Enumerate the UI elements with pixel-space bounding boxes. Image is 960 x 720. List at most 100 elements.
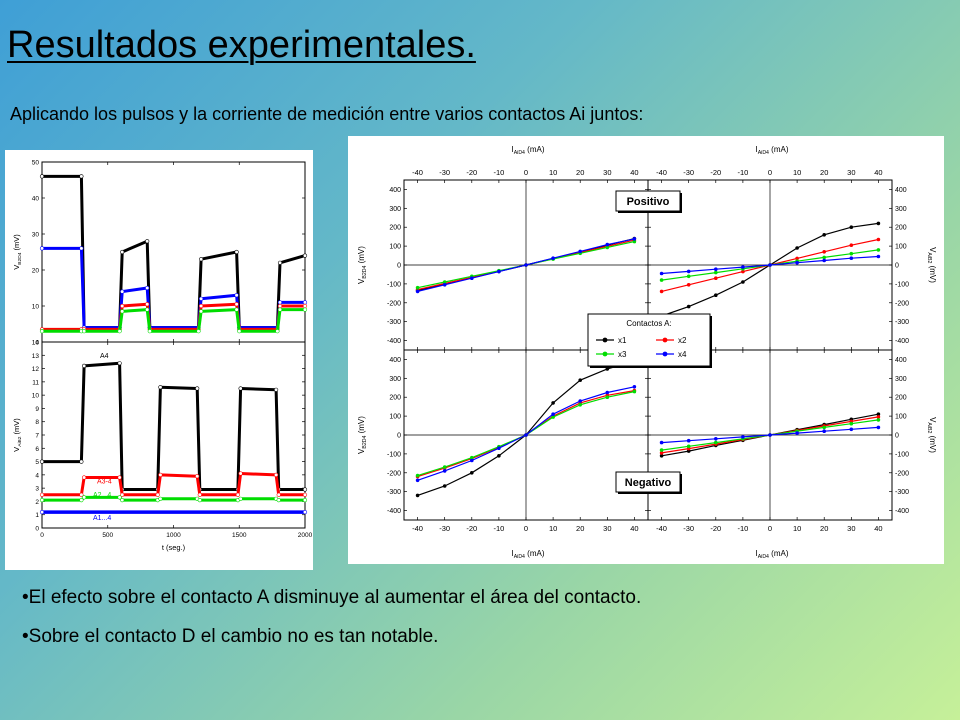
legend-marker-x1: [602, 337, 608, 343]
x-tick-label: -30: [683, 168, 694, 177]
data-point: [578, 403, 582, 407]
data-point: [274, 472, 279, 478]
data-point: [277, 303, 283, 309]
data-point: [415, 285, 420, 290]
x-tick-label: -40: [412, 168, 423, 177]
y-tick-label: -400: [895, 508, 909, 515]
data-point: [497, 454, 501, 458]
legend-entry-label: x4: [678, 350, 687, 359]
data-point: [145, 285, 150, 291]
data-point: [145, 307, 150, 312]
y-tick-label: 0: [895, 263, 899, 270]
x-axis-label-top-right: IAiD4 (mA): [755, 145, 788, 156]
x-tick-label: 30: [847, 524, 855, 533]
data-point: [659, 278, 664, 282]
y-tick-label: 2: [35, 499, 39, 506]
x-tick-label: -10: [737, 524, 748, 533]
data-point: [199, 309, 204, 314]
data-point: [234, 302, 239, 307]
y-tick-label: -200: [387, 470, 401, 477]
slide-subtitle: Aplicando los pulsos y la corriente de m…: [10, 104, 644, 124]
data-point: [876, 237, 881, 242]
y-tick-label: 6: [35, 446, 39, 453]
data-point: [120, 498, 125, 503]
data-point: [605, 395, 610, 400]
negative-label-text: Negativo: [625, 477, 672, 489]
data-point: [415, 289, 420, 294]
data-point: [876, 254, 881, 259]
x-tick-label: -20: [710, 168, 721, 177]
data-point: [714, 267, 718, 271]
legend-marker-x4: [662, 351, 668, 357]
y-axis-label-bottom-right: VAiB2 (mV): [926, 417, 937, 453]
data-point: [147, 329, 152, 334]
data-point: [302, 492, 308, 497]
data-point: [686, 438, 691, 443]
data-point: [302, 300, 308, 305]
data-point: [199, 296, 204, 301]
y-tick-label: 8: [35, 419, 39, 426]
y-tick-label: 5: [35, 459, 39, 466]
y-tick-label: 0: [397, 263, 401, 270]
x-tick-label: -40: [412, 524, 423, 533]
data-point: [659, 454, 664, 458]
data-point: [277, 260, 283, 265]
y-tick-label: 400: [895, 187, 907, 194]
bullet-item: Sobre el contacto D el cambio no es tan …: [22, 626, 641, 648]
data-point: [632, 385, 637, 389]
y-tick-label: 0: [35, 526, 39, 533]
y-tick-label: 10: [32, 304, 40, 311]
data-point: [795, 260, 799, 265]
data-point: [199, 257, 204, 262]
data-point: [605, 242, 610, 247]
data-point: [470, 458, 474, 463]
y-tick-label: 300: [895, 206, 907, 213]
y-tick-label: 300: [389, 376, 401, 383]
data-point: [605, 245, 610, 250]
data-point: [155, 492, 160, 497]
data-point: [714, 440, 718, 445]
x-tick-label: 2000: [298, 532, 313, 539]
legend-entry-label: x1: [618, 336, 627, 345]
data-point: [876, 412, 881, 417]
bullet-item: El efecto sobre el contacto A disminuye …: [22, 587, 642, 609]
data-point: [497, 269, 501, 274]
x-axis-label-bottom-right: IAiD4 (mA): [755, 549, 788, 560]
data-point: [415, 478, 420, 483]
data-point: [117, 475, 122, 480]
x-tick-label: -40: [656, 168, 667, 177]
x-tick-label: 1000: [166, 532, 181, 539]
y-tick-label: -100: [895, 451, 909, 458]
y-tick-label: 200: [389, 225, 401, 232]
data-point: [795, 246, 799, 250]
data-point: [686, 449, 691, 453]
data-point: [822, 429, 826, 434]
x-tick-label: -20: [466, 524, 477, 533]
data-point: [275, 329, 280, 334]
y-tick-label: -400: [895, 338, 909, 345]
data-point: [659, 440, 664, 445]
x-tick-label: -30: [439, 168, 450, 177]
y-tick-label: -200: [895, 300, 909, 307]
y-tick-label: 10: [32, 393, 40, 400]
data-point: [470, 455, 474, 460]
y-tick-label: 400: [895, 357, 907, 364]
legend-entry-label: x2: [678, 336, 687, 345]
y-tick-label: 4: [35, 472, 39, 479]
data-point: [158, 472, 163, 478]
data-point: [822, 255, 826, 260]
y-tick-label: -100: [895, 281, 909, 288]
data-point: [686, 304, 691, 309]
positive-label-box: [615, 190, 681, 212]
data-point: [714, 437, 718, 441]
data-point: [117, 495, 122, 500]
data-point: [276, 498, 281, 503]
y-tick-label: 14: [32, 340, 40, 347]
data-point: [578, 249, 582, 254]
data-point: [158, 496, 163, 501]
data-point: [714, 276, 718, 280]
data-point: [197, 498, 202, 503]
x-tick-label: -40: [656, 524, 667, 533]
y-tick-label: 7: [35, 433, 39, 440]
data-point: [442, 280, 447, 284]
